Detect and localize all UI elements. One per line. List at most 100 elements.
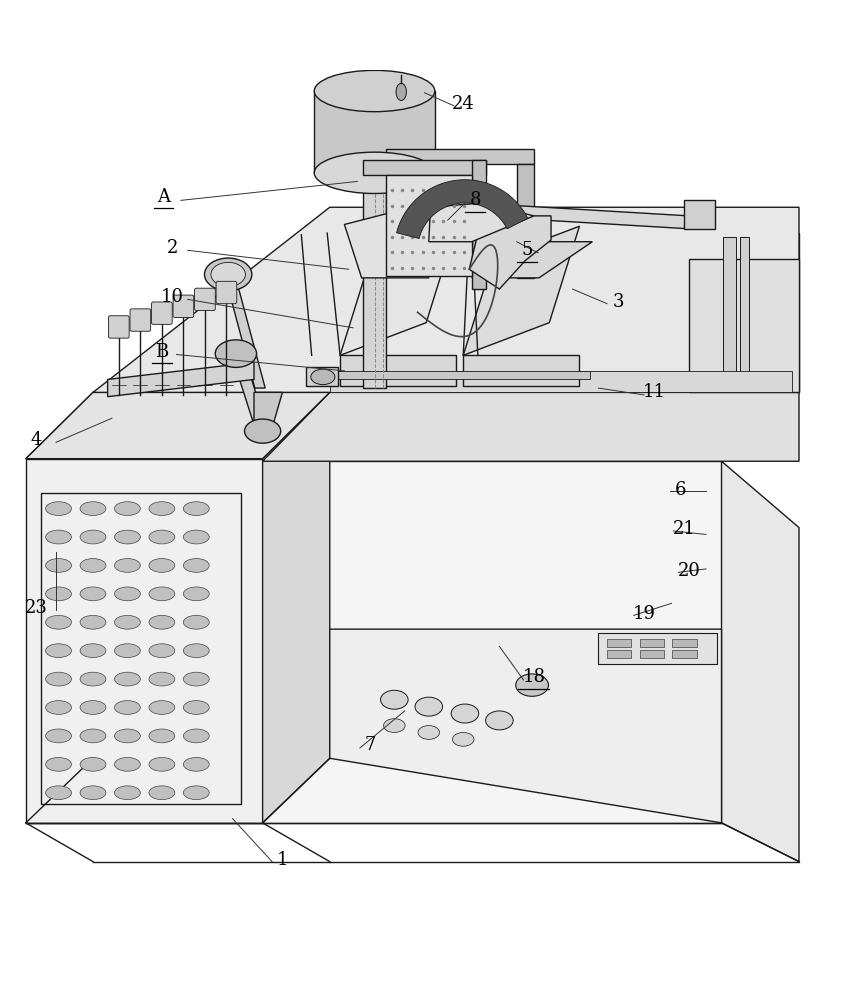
Ellipse shape [80, 729, 106, 743]
Text: 18: 18 [523, 668, 545, 686]
Polygon shape [93, 207, 799, 392]
Ellipse shape [149, 757, 175, 771]
FancyBboxPatch shape [130, 309, 151, 331]
Text: 4: 4 [30, 431, 42, 449]
Polygon shape [472, 242, 592, 278]
Ellipse shape [115, 701, 140, 714]
Ellipse shape [115, 672, 140, 686]
Bar [607, 650, 631, 658]
Ellipse shape [46, 587, 71, 601]
Polygon shape [598, 633, 717, 664]
Ellipse shape [115, 559, 140, 572]
Ellipse shape [80, 530, 106, 544]
Polygon shape [463, 355, 579, 386]
Ellipse shape [115, 644, 140, 658]
Ellipse shape [115, 502, 140, 515]
FancyBboxPatch shape [108, 316, 129, 338]
Text: 2: 2 [166, 239, 178, 257]
Ellipse shape [115, 757, 140, 771]
Ellipse shape [80, 502, 106, 515]
Text: 6: 6 [674, 481, 686, 499]
Text: 8: 8 [469, 191, 481, 209]
Polygon shape [108, 362, 254, 397]
Ellipse shape [314, 152, 435, 193]
Ellipse shape [183, 786, 209, 800]
Polygon shape [740, 237, 749, 388]
Ellipse shape [46, 530, 71, 544]
Ellipse shape [46, 757, 71, 771]
Ellipse shape [46, 729, 71, 743]
Polygon shape [386, 149, 534, 164]
FancyBboxPatch shape [152, 302, 172, 324]
Ellipse shape [205, 258, 252, 291]
Ellipse shape [215, 340, 257, 367]
FancyBboxPatch shape [216, 281, 237, 304]
Ellipse shape [149, 644, 175, 658]
Polygon shape [472, 160, 486, 289]
Polygon shape [517, 164, 534, 278]
Ellipse shape [415, 697, 443, 716]
Ellipse shape [149, 729, 175, 743]
Ellipse shape [149, 701, 175, 714]
Polygon shape [689, 259, 799, 392]
Ellipse shape [80, 757, 106, 771]
Polygon shape [263, 461, 722, 823]
Ellipse shape [183, 701, 209, 714]
FancyBboxPatch shape [173, 295, 194, 317]
Ellipse shape [80, 615, 106, 629]
Ellipse shape [115, 587, 140, 601]
Bar [672, 639, 697, 647]
Polygon shape [363, 160, 486, 175]
Text: 10: 10 [161, 288, 183, 306]
Ellipse shape [183, 559, 209, 572]
Bar [640, 650, 664, 658]
Polygon shape [340, 355, 456, 386]
Ellipse shape [149, 559, 175, 572]
Ellipse shape [149, 615, 175, 629]
Ellipse shape [183, 672, 209, 686]
Ellipse shape [46, 502, 71, 515]
Ellipse shape [46, 672, 71, 686]
Ellipse shape [80, 701, 106, 714]
Ellipse shape [418, 726, 440, 739]
Polygon shape [463, 226, 579, 355]
Polygon shape [689, 233, 799, 392]
Polygon shape [340, 226, 456, 355]
Ellipse shape [311, 369, 335, 385]
Ellipse shape [80, 672, 106, 686]
Polygon shape [263, 392, 799, 461]
Text: 24: 24 [452, 95, 474, 113]
Text: 5: 5 [521, 241, 533, 259]
Ellipse shape [183, 729, 209, 743]
Ellipse shape [486, 711, 513, 730]
Ellipse shape [453, 732, 474, 746]
Polygon shape [263, 392, 330, 823]
Text: 11: 11 [643, 383, 666, 401]
Polygon shape [429, 203, 534, 242]
Ellipse shape [245, 419, 281, 443]
Text: 1: 1 [276, 851, 288, 869]
Text: 7: 7 [364, 736, 376, 754]
Ellipse shape [183, 644, 209, 658]
Ellipse shape [451, 704, 479, 723]
Ellipse shape [211, 262, 245, 286]
Ellipse shape [80, 786, 106, 800]
Polygon shape [344, 207, 429, 278]
Ellipse shape [384, 719, 406, 732]
Ellipse shape [183, 615, 209, 629]
Polygon shape [327, 371, 590, 379]
Ellipse shape [183, 502, 209, 515]
Ellipse shape [149, 587, 175, 601]
Ellipse shape [80, 587, 106, 601]
Ellipse shape [115, 615, 140, 629]
Text: 20: 20 [678, 562, 700, 580]
Polygon shape [224, 272, 265, 388]
Polygon shape [314, 91, 435, 173]
Ellipse shape [80, 559, 106, 572]
Polygon shape [231, 352, 269, 433]
Polygon shape [306, 367, 338, 386]
Polygon shape [722, 461, 799, 862]
Ellipse shape [46, 615, 71, 629]
Polygon shape [723, 237, 736, 388]
Polygon shape [363, 104, 386, 388]
